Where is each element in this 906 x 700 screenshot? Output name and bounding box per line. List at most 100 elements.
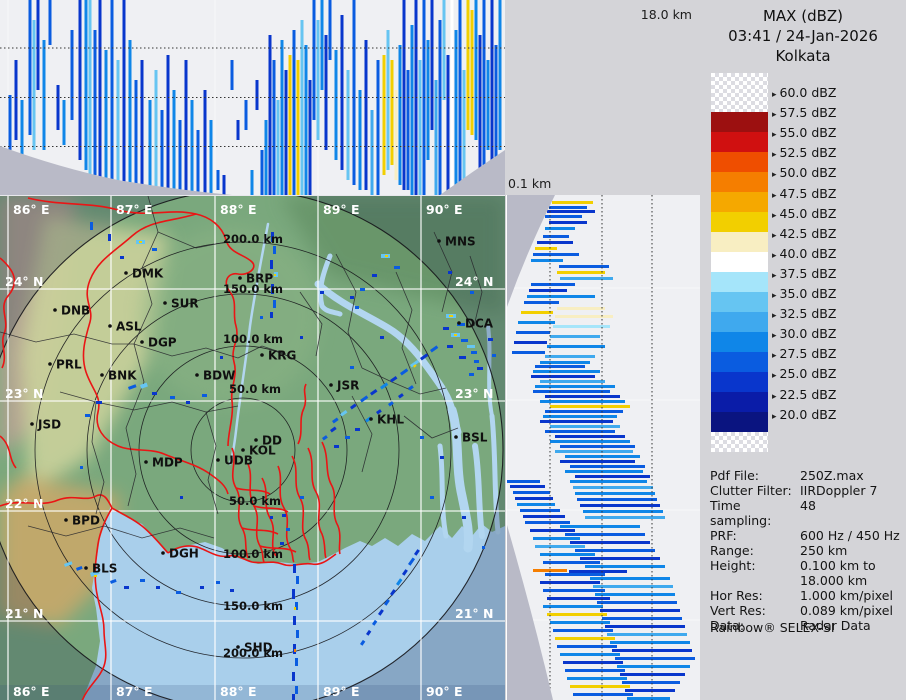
scale-value: 30.0 dBZ [779, 326, 837, 342]
map-echo-cell [271, 232, 274, 242]
echo-column [316, 20, 320, 140]
metadata-value: 600 Hz / 450 Hz [800, 528, 900, 543]
scale-arrow-icon: ▸ [772, 150, 777, 161]
height-axis-corner: 18.0 km 0.1 km [505, 0, 706, 195]
echo-row [557, 307, 605, 310]
map-echo-cell [286, 528, 290, 531]
map-echo-cell [295, 686, 298, 694]
echo-row [547, 210, 595, 213]
metadata-label: Vert Res: [710, 603, 766, 618]
echo-column [426, 40, 430, 160]
longitude-label-top: 87° E [116, 202, 153, 217]
scale-label: ▸ 52.5 dBZ [772, 145, 902, 160]
echo-row [535, 545, 585, 548]
echo-row [507, 480, 540, 483]
echo-row [565, 533, 645, 536]
map-echo-cell [390, 375, 398, 383]
city-dot [216, 458, 220, 462]
map-echo-cell [420, 436, 424, 439]
map-echo-cell [469, 373, 474, 376]
scale-arrow-icon: ▸ [772, 130, 777, 141]
map-echo-cell [152, 392, 157, 395]
echo-column [140, 60, 144, 190]
scale-label: ▸ 35.0 dBZ [772, 286, 902, 301]
echo-row [560, 525, 640, 528]
city-label: BRP [246, 272, 273, 286]
range-ring [34, 241, 452, 659]
map-echo-cell [398, 393, 404, 399]
echo-row [553, 325, 610, 328]
district-boundary [157, 231, 227, 249]
river [437, 443, 449, 539]
scale-value: 27.5 dBZ [779, 346, 837, 362]
echo-row [627, 697, 670, 700]
metadata-label: Range: [710, 543, 754, 558]
software-brand: Rainbow® SELEX-SI [710, 620, 835, 635]
metadata-value: 0.089 km/pixel [800, 603, 893, 618]
map-echo-cell [402, 569, 408, 576]
colorband [711, 332, 768, 352]
district-boundary [0, 331, 134, 345]
echo-row [537, 241, 573, 244]
map-echo-cell [294, 607, 296, 610]
scale-value: 40.0 dBZ [779, 245, 837, 261]
echo-row [543, 235, 569, 238]
echo-column [172, 90, 176, 194]
echo-column [244, 100, 248, 130]
ns-cross-section-plot [507, 195, 701, 700]
map-echo-cell [482, 546, 485, 549]
echo-row [550, 425, 620, 428]
echo-row [577, 498, 657, 501]
map-echo-cell [410, 359, 420, 368]
echo-column [222, 175, 226, 195]
district-boundary [91, 401, 105, 515]
echo-column [370, 110, 374, 195]
city-dot [238, 276, 242, 280]
map-echo-cell [282, 514, 286, 517]
colorband [711, 252, 768, 272]
district-boundary [299, 291, 323, 357]
colorband [711, 232, 768, 252]
echo-row [590, 577, 670, 580]
echo-row [560, 445, 635, 448]
latitude-label-left: 22° N [5, 496, 43, 511]
city-dot [369, 417, 373, 421]
echo-row [523, 515, 565, 518]
echo-column [320, 0, 324, 90]
map-echo-cell [200, 586, 204, 589]
city-dot [254, 438, 258, 442]
district-boundary [469, 255, 483, 327]
echo-column [324, 35, 328, 150]
longitude-label-top: 88° E [220, 202, 257, 217]
scale-value: 60.0 dBZ [779, 85, 837, 100]
scale-arrow-icon: ▸ [772, 351, 777, 362]
out-of-range-overlay [0, 196, 505, 700]
echo-row [543, 415, 617, 418]
map-echo-cell [296, 630, 299, 638]
echo-row [545, 395, 620, 398]
echo-column [276, 100, 280, 195]
beam-blind-wedge [507, 195, 555, 307]
map-echo-cell [359, 395, 369, 403]
echo-column [230, 60, 234, 90]
echo-row [540, 400, 625, 403]
ew-vertical-cross-section-panel [0, 0, 505, 195]
colorband [711, 152, 768, 172]
echo-row [555, 315, 613, 318]
echo-row [529, 289, 567, 292]
scale-arrow-icon: ▸ [772, 411, 777, 422]
echo-row [531, 283, 575, 286]
colorband [711, 292, 768, 312]
echo-row [625, 689, 675, 692]
echo-column [216, 170, 220, 190]
metadata-row: Time sampling: 48 [710, 498, 902, 528]
map-echo-cell [292, 694, 295, 700]
echo-column [98, 0, 102, 180]
map-echo-cell [470, 291, 474, 294]
map-echo-cell [322, 435, 328, 441]
colorband-below-min [711, 432, 768, 452]
map-echo-cell [273, 246, 276, 254]
map-echo-cell [345, 436, 350, 439]
city-dot [140, 340, 144, 344]
echo-column [48, 0, 52, 45]
